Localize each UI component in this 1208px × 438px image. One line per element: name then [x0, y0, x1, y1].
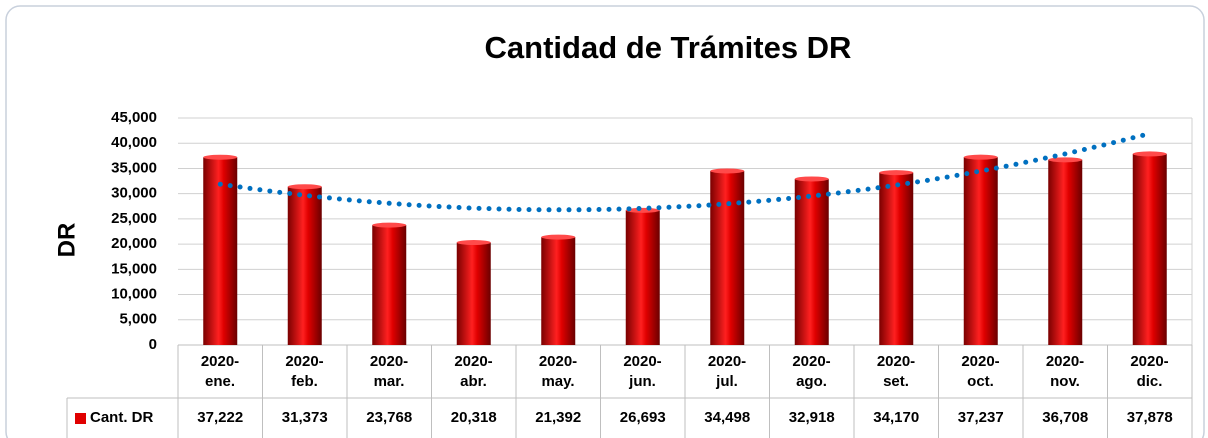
- y-tick-label: 20,000: [111, 235, 157, 252]
- x-tick-cell: 2020-abr.: [454, 352, 493, 390]
- bar-top: [794, 176, 829, 182]
- y-tick-label: 10,000: [111, 286, 157, 303]
- x-tick-label: 2020-set.: [876, 352, 916, 390]
- x-tick-label: 2020-jun.: [623, 352, 662, 390]
- y-tick-label: 30,000: [111, 185, 157, 202]
- x-tick-label: 2020-jul.: [707, 352, 747, 390]
- value-label: 26,693: [620, 409, 666, 426]
- bar: [794, 178, 829, 345]
- x-tick-label: 2020-dic.: [1130, 352, 1169, 390]
- bar-top: [372, 222, 407, 228]
- bar: [541, 237, 576, 345]
- value-label: 21,392: [535, 409, 581, 426]
- bar: [710, 170, 745, 345]
- bar-top: [203, 154, 238, 160]
- x-tick-cell: 2020-feb.: [285, 352, 324, 390]
- value-label: 23,768: [366, 409, 412, 426]
- bar: [203, 157, 238, 345]
- x-tick-label: 2020-ago.: [792, 352, 831, 390]
- value-label: 34,498: [704, 409, 750, 426]
- value-label: 36,708: [1042, 409, 1088, 426]
- y-tick-label: 25,000: [111, 210, 157, 227]
- x-tick-cell: 2020-jun.: [623, 352, 662, 390]
- x-tick-cell: 2020-mar.: [369, 352, 409, 390]
- x-tick-cell: 2020-ene.: [200, 352, 240, 390]
- x-tick-label: 2020-ene.: [200, 352, 240, 390]
- bar: [1048, 159, 1083, 345]
- y-tick-label: 15,000: [111, 260, 157, 277]
- bar-top: [963, 154, 998, 160]
- value-label: 20,318: [451, 409, 497, 426]
- x-tick-cell: 2020-oct.: [961, 352, 1000, 390]
- x-tick-label: 2020-oct.: [961, 352, 1000, 390]
- x-tick-label: 2020-abr.: [454, 352, 493, 390]
- y-tick-label: 5,000: [119, 311, 157, 328]
- value-label: 32,918: [789, 409, 835, 426]
- value-label: 37,222: [197, 409, 243, 426]
- bar: [879, 172, 914, 345]
- x-tick-label: 2020-nov.: [1045, 352, 1085, 390]
- legend-label: Cant. DR: [90, 409, 154, 426]
- chart-title: Cantidad de Trámites DR: [485, 30, 852, 65]
- bar: [963, 157, 998, 345]
- x-tick-label: 2020-feb.: [285, 352, 324, 390]
- value-label: 34,170: [873, 409, 919, 426]
- x-tick-cell: 2020-ago.: [792, 352, 831, 390]
- value-label: 31,373: [282, 409, 328, 426]
- bar: [625, 210, 660, 345]
- y-tick-label: 0: [149, 336, 157, 353]
- bar-top: [287, 184, 322, 190]
- x-tick-cell: 2020-jul.: [707, 352, 747, 390]
- y-tick-label: 45,000: [111, 109, 157, 126]
- y-tick-label: 40,000: [111, 134, 157, 151]
- bar-top: [710, 168, 745, 174]
- bar-top: [541, 234, 576, 240]
- bar: [372, 225, 407, 345]
- x-tick-cell: 2020-nov.: [1045, 352, 1085, 390]
- y-tick-label: 35,000: [111, 159, 157, 176]
- value-label: 37,878: [1127, 409, 1173, 426]
- bar-top: [1048, 157, 1083, 163]
- x-tick-label: 2020-may.: [538, 352, 578, 390]
- value-label: 37,237: [958, 409, 1004, 426]
- bar-top: [1132, 151, 1167, 157]
- x-tick-cell: 2020-dic.: [1130, 352, 1169, 390]
- x-tick-cell: 2020-may.: [538, 352, 578, 390]
- x-tick-cell: 2020-set.: [876, 352, 916, 390]
- bar: [287, 186, 322, 345]
- bar: [1132, 153, 1167, 345]
- bar: [456, 242, 491, 345]
- bar-top: [456, 240, 491, 246]
- legend-swatch: [75, 413, 86, 424]
- y-axis-label: DR: [53, 223, 80, 258]
- bar-top: [879, 170, 914, 176]
- x-tick-label: 2020-mar.: [369, 352, 409, 390]
